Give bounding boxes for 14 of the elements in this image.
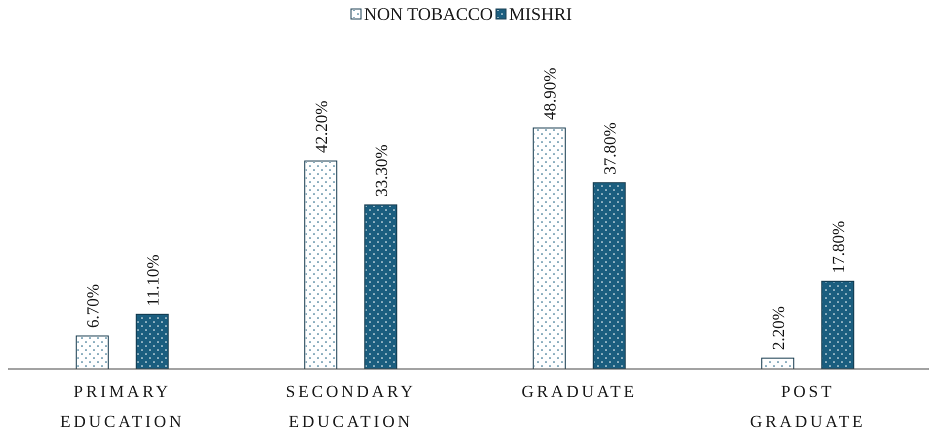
data-label: 37.80% [600, 122, 620, 175]
data-label: 2.20% [768, 306, 788, 350]
legend-label: MISHRI [509, 4, 572, 24]
x-tick-label: GRADUATE [521, 382, 638, 401]
x-tick-label: PRIMARY EDUCATION [60, 382, 184, 431]
data-label: 11.10% [143, 254, 162, 306]
data-label: 33.30% [372, 144, 391, 197]
data-label: 42.20% [312, 100, 331, 154]
data-label: 17.80% [828, 220, 848, 274]
x-tick-label: SECONDARY EDUCATION [286, 382, 416, 431]
x-tick-label: POST GRADUATE [750, 382, 866, 431]
data-label: 6.70% [83, 284, 102, 328]
legend-label: NON TOBACCO [364, 4, 493, 24]
data-label: 48.90% [540, 68, 560, 120]
